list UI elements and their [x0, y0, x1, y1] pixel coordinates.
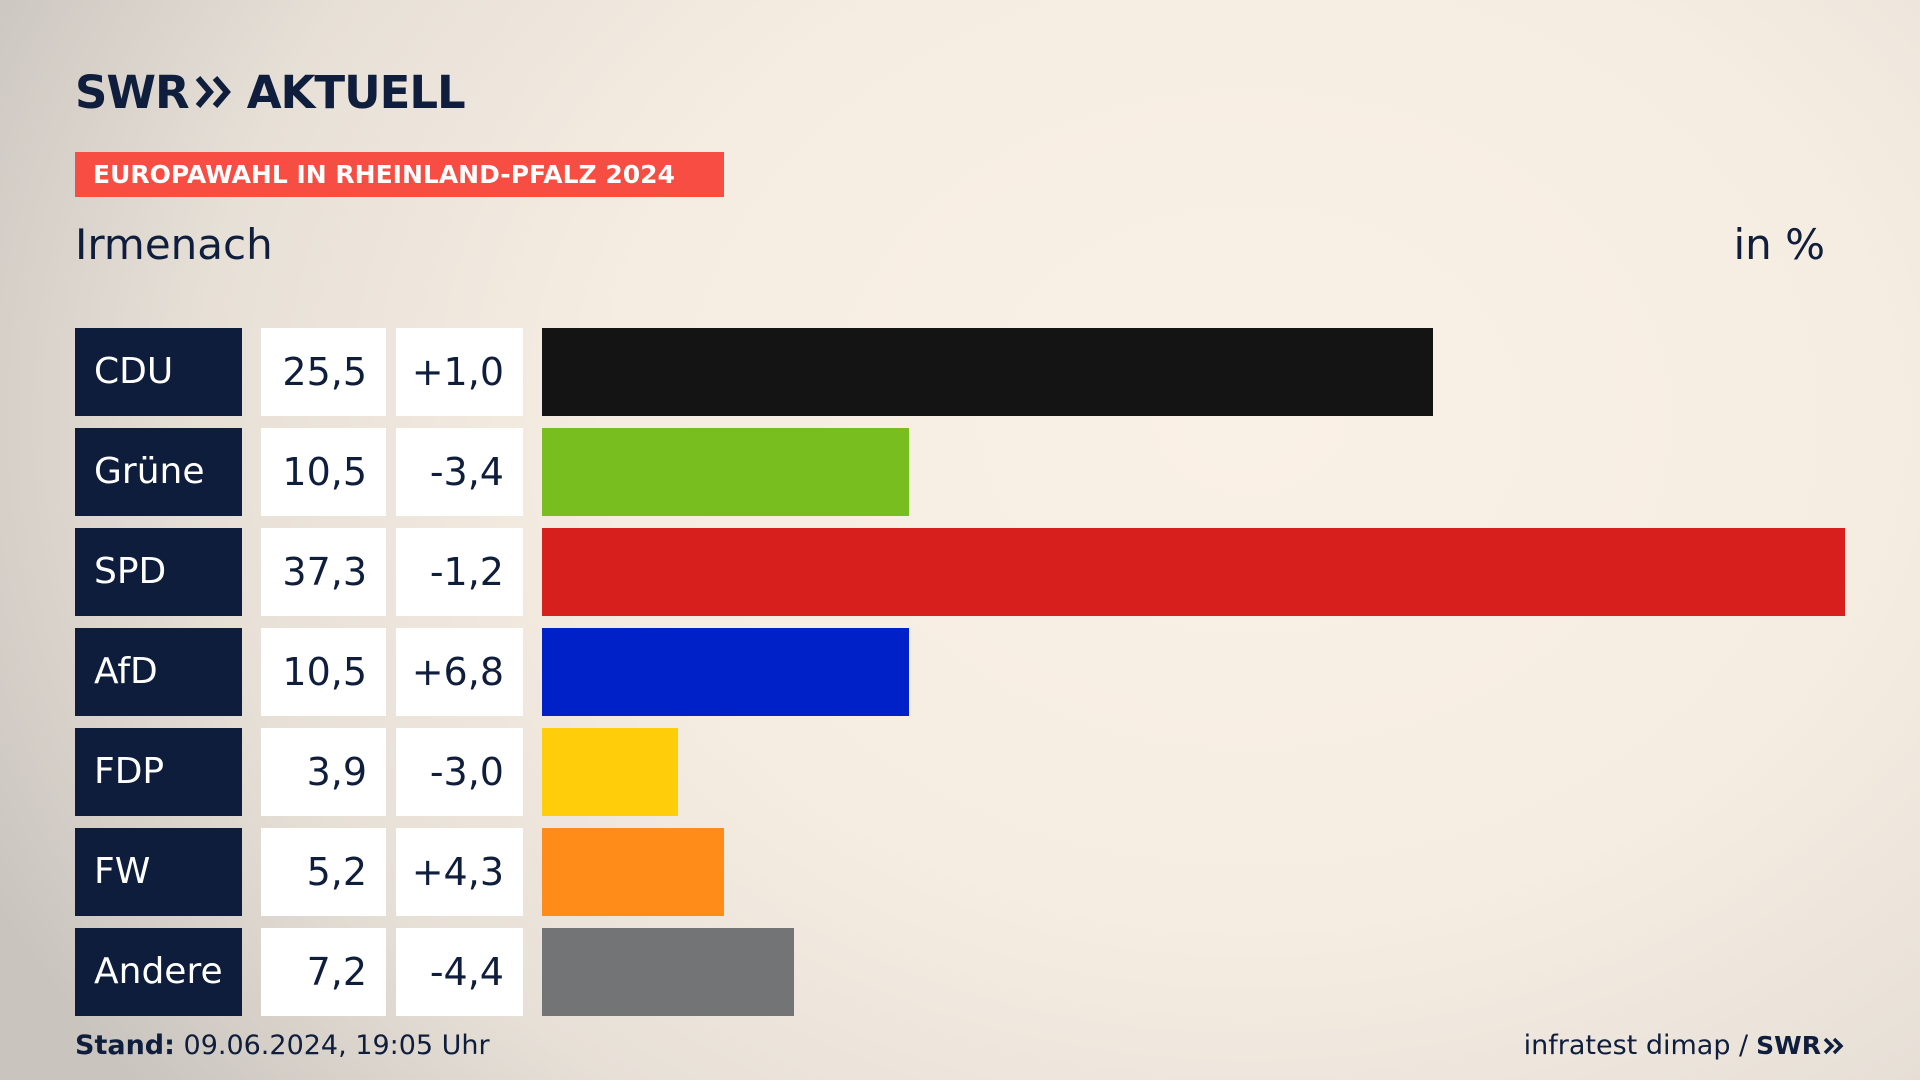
result-bar	[542, 328, 1433, 416]
stand-label: Stand:	[75, 1030, 175, 1061]
vote-share-value: 5,2	[261, 828, 386, 916]
double-chevron-icon	[195, 74, 233, 110]
mini-logo-text: SWR	[1756, 1031, 1821, 1060]
result-row: FDP 3,9 -3,0	[75, 728, 1845, 816]
vote-change-value: -3,0	[396, 728, 523, 816]
result-bar	[542, 428, 909, 516]
vote-change-value: +1,0	[396, 328, 523, 416]
logo-aktuell-text: AKTUELL	[246, 65, 466, 119]
result-bar	[542, 828, 724, 916]
mini-chevron-icon	[1823, 1037, 1844, 1054]
vote-change-value: +6,8	[396, 628, 523, 716]
result-row: Andere 7,2 -4,4	[75, 928, 1845, 1016]
result-bar	[542, 628, 909, 716]
party-label: CDU	[75, 328, 242, 416]
vote-change-value: -4,4	[396, 928, 523, 1016]
party-label: FW	[75, 828, 242, 916]
party-label: Grüne	[75, 428, 242, 516]
vote-change-value: +4,3	[396, 828, 523, 916]
stand-value: 09.06.2024, 19:05 Uhr	[183, 1030, 490, 1061]
party-label: SPD	[75, 528, 242, 616]
result-row: AfD 10,5 +6,8	[75, 628, 1845, 716]
source-text: infratest dimap /	[1523, 1030, 1749, 1061]
vote-change-value: -3,4	[396, 428, 523, 516]
vote-share-value: 7,2	[261, 928, 386, 1016]
source-credit: infratest dimap / SWR	[1524, 1030, 1845, 1061]
result-bar	[542, 728, 678, 816]
vote-share-value: 10,5	[261, 628, 386, 716]
result-bar	[542, 528, 1845, 616]
logo-swr-text: SWR	[75, 65, 190, 119]
swr-aktuell-logo: SWR AKTUELL	[75, 64, 466, 120]
vote-change-value: -1,2	[396, 528, 523, 616]
vote-share-value: 25,5	[261, 328, 386, 416]
party-label: AfD	[75, 628, 242, 716]
result-bar	[542, 928, 794, 1016]
unit-label: in %	[1733, 220, 1825, 269]
timestamp: Stand: 09.06.2024, 19:05 Uhr	[75, 1030, 490, 1061]
result-row: CDU 25,5 +1,0	[75, 328, 1845, 416]
vote-share-value: 3,9	[261, 728, 386, 816]
vote-share-value: 10,5	[261, 428, 386, 516]
party-label: Andere	[75, 928, 242, 1016]
municipality-title: Irmenach	[75, 220, 273, 269]
swr-mini-logo: SWR	[1756, 1031, 1845, 1060]
result-row: SPD 37,3 -1,2	[75, 528, 1845, 616]
election-banner: EUROPAWAHL IN RHEINLAND-PFALZ 2024	[75, 152, 724, 197]
party-label: FDP	[75, 728, 242, 816]
result-row: FW 5,2 +4,3	[75, 828, 1845, 916]
vote-share-value: 37,3	[261, 528, 386, 616]
result-row: Grüne 10,5 -3,4	[75, 428, 1845, 516]
